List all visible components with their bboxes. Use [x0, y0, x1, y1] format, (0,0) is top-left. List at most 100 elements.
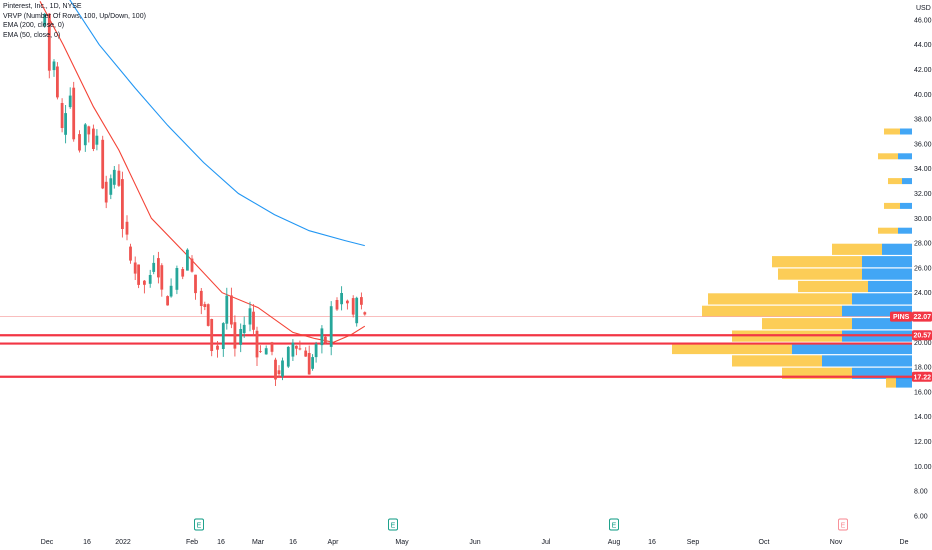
- candle: [64, 105, 67, 144]
- candle: [230, 287, 233, 329]
- candle: [60, 98, 64, 133]
- candle: [252, 304, 255, 337]
- time-label: Jul: [542, 539, 551, 546]
- earnings-marker[interactable]: E: [838, 518, 848, 531]
- candle: [351, 295, 355, 318]
- time-label: Feb: [186, 539, 198, 546]
- earnings-marker[interactable]: E: [194, 518, 204, 531]
- candle: [206, 303, 210, 327]
- price-tick: 38.00: [914, 117, 932, 124]
- price-tick: 36.00: [914, 141, 932, 148]
- candle: [248, 301, 252, 332]
- time-label: May: [395, 539, 409, 546]
- time-label: De: [900, 539, 909, 546]
- price-tick: 44.00: [914, 42, 932, 49]
- candle: [181, 267, 185, 280]
- vp-up-bar: [868, 280, 912, 293]
- candle: [125, 215, 129, 241]
- candle: [346, 299, 349, 310]
- legend-ema50[interactable]: EMA (50, close, 0): [3, 31, 61, 39]
- vp-down-bar: [888, 178, 902, 185]
- candle: [363, 311, 367, 316]
- time-label: Apr: [328, 539, 340, 546]
- price-axis[interactable]: USD 46.00 44.00 42.00 40.00 38.00 36.00 34.00 3…: [914, 5, 932, 520]
- price-tick: 24.00: [914, 290, 932, 297]
- candle: [109, 174, 113, 200]
- candle: [203, 301, 207, 311]
- time-label: 16: [289, 539, 297, 546]
- price-tick: 30.00: [914, 216, 932, 223]
- candle: [175, 265, 179, 295]
- time-label: Dec: [41, 539, 54, 546]
- earnings-marker[interactable]: E: [388, 518, 398, 531]
- vp-up-bar: [792, 342, 912, 355]
- candle: [194, 274, 197, 300]
- candle: [169, 278, 173, 298]
- candle: [117, 164, 121, 187]
- symbol-price-badge: PINS: [890, 311, 912, 322]
- legend-symbol[interactable]: Pinterest, Inc., 1D, NYSE: [3, 3, 82, 10]
- candle: [274, 357, 277, 386]
- candle: [216, 341, 219, 358]
- price-tick: 42.00: [914, 67, 932, 74]
- candle: [264, 345, 268, 355]
- candle: [324, 336, 327, 345]
- horizontal-levels[interactable]: [0, 316, 912, 378]
- candle: [157, 251, 160, 284]
- price-tick: 10.00: [914, 464, 932, 471]
- candle: [129, 243, 132, 264]
- time-label: 2022: [115, 539, 131, 546]
- candle: [291, 339, 295, 361]
- vp-up-bar: [852, 318, 912, 330]
- vp-up-bar: [896, 376, 912, 388]
- vp-down-bar: [886, 376, 896, 388]
- vp-down-bar: [708, 293, 852, 305]
- candle: [355, 296, 359, 327]
- candle: [225, 287, 229, 330]
- price-badges: PINS 22.07 20.57 17.22: [890, 311, 932, 382]
- vp-down-bar: [798, 280, 868, 293]
- candle: [152, 255, 156, 275]
- time-axis[interactable]: Dec 16 2022 Feb 16 Mar 16 Apr May Jun Jul Aug 16 Sep O…: [41, 539, 909, 546]
- vp-up-bar: [898, 153, 912, 160]
- price-tick: 34.00: [914, 166, 932, 173]
- legend-vrvp[interactable]: VRVP (Number Of Rows, 100, Up/Down, 100): [3, 12, 146, 20]
- candle: [112, 166, 116, 189]
- candle: [340, 286, 343, 311]
- candle: [360, 292, 363, 310]
- vp-down-bar: [762, 318, 852, 330]
- legend-ema200[interactable]: EMA (200, close, 0): [3, 22, 65, 29]
- badge-text: PINS: [893, 314, 910, 321]
- vp-down-bar: [832, 243, 882, 255]
- candle: [72, 81, 76, 142]
- candle: [137, 264, 140, 289]
- vp-up-bar: [852, 293, 912, 305]
- candle: [68, 87, 72, 109]
- vp-down-bar: [778, 268, 862, 280]
- candle: [143, 280, 146, 294]
- price-tick: 26.00: [914, 265, 932, 272]
- vp-down-bar: [878, 153, 898, 160]
- candle: [160, 263, 164, 297]
- candle: [233, 315, 237, 357]
- candle: [314, 341, 318, 363]
- candle: [52, 59, 56, 77]
- vp-up-bar: [842, 305, 912, 317]
- vp-up-bar: [902, 178, 912, 185]
- candle: [307, 345, 311, 375]
- ema-200-line: [69, 0, 365, 247]
- time-label: Mar: [252, 539, 265, 546]
- vp-up-bar: [900, 202, 912, 209]
- earnings-marker[interactable]: E: [609, 518, 619, 531]
- currency-label: USD: [916, 5, 931, 12]
- vp-down-bar: [702, 305, 842, 317]
- vp-up-bar: [852, 367, 912, 379]
- volume-profile: [672, 128, 912, 388]
- price-tick: 18.00: [914, 365, 932, 372]
- last-price-badge: 22.07: [912, 311, 932, 322]
- price-tick: 20.00: [914, 340, 932, 347]
- badge-text: 20.57: [914, 333, 932, 340]
- candle: [133, 256, 137, 280]
